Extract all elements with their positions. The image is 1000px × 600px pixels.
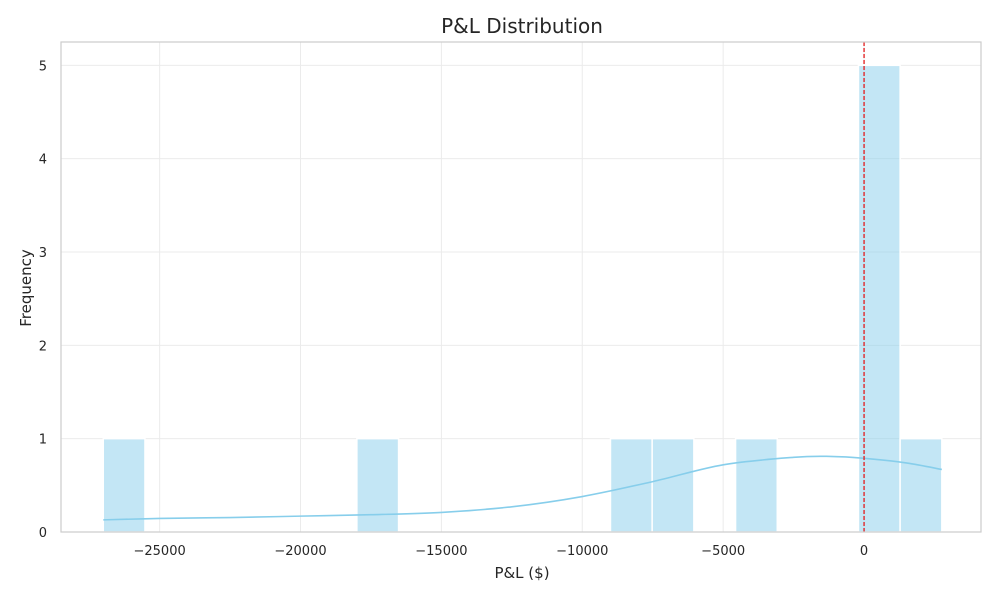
y-axis-label: Frequency: [17, 249, 35, 327]
y-tick-label: 1: [39, 433, 47, 448]
kde-line: [103, 455, 942, 521]
histogram-bar: [609, 437, 653, 533]
y-tick-label: 3: [39, 246, 47, 261]
histogram-bar: [356, 437, 400, 533]
x-tick-label: −25000: [133, 544, 185, 559]
x-tick-labels: −25000 −20000 −15000 −10000 −5000 0: [133, 544, 868, 559]
histogram-bar: [899, 437, 943, 533]
y-tick-label: 0: [39, 526, 47, 541]
y-tick-label: 5: [39, 59, 47, 74]
histogram-bar: [857, 64, 901, 533]
x-tick-label: 0: [860, 544, 868, 559]
histogram-bar: [651, 437, 695, 533]
y-tick-labels: 0 1 2 3 4 5: [39, 59, 47, 541]
histogram-bar: [734, 437, 779, 533]
histogram-bar: [102, 437, 146, 533]
x-axis-label: P&L ($): [494, 564, 549, 582]
histogram-bars: [102, 64, 943, 533]
kde-curve: [103, 455, 942, 521]
x-tick-label: −15000: [415, 544, 467, 559]
plot-frame: [60, 41, 982, 533]
x-tick-label: −5000: [701, 544, 745, 559]
x-tick-label: −20000: [274, 544, 326, 559]
x-tick-label: −10000: [556, 544, 608, 559]
chart-title: P&L Distribution: [441, 14, 603, 38]
y-tick-label: 4: [39, 153, 47, 168]
grid: [61, 42, 981, 533]
y-tick-label: 2: [39, 339, 47, 354]
